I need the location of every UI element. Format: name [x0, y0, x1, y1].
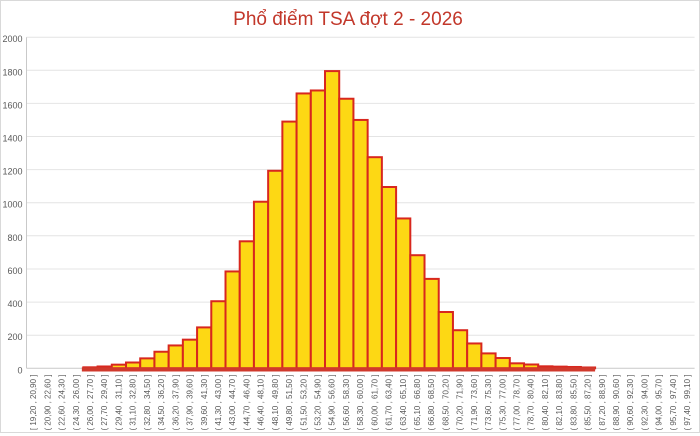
svg-text:( 34,50 , 36,20 ]: ( 34,50 , 36,20 ]: [157, 375, 166, 431]
svg-text:( 78,70 , 80,40 ]: ( 78,70 , 80,40 ]: [527, 375, 536, 431]
svg-text:600: 600: [7, 266, 22, 276]
svg-text:1600: 1600: [2, 100, 22, 110]
svg-text:( 85,50 , 87,20 ]: ( 85,50 , 87,20 ]: [584, 375, 593, 431]
svg-text:0: 0: [17, 365, 22, 375]
svg-text:( 22,60 , 24,30 ]: ( 22,60 , 24,30 ]: [58, 375, 67, 431]
svg-text:[ 19,20 , 20,90 ]: [ 19,20 , 20,90 ]: [29, 375, 38, 431]
svg-text:( 49,80 , 51,50 ]: ( 49,80 , 51,50 ]: [285, 375, 294, 431]
svg-text:( 66,80 , 68,50 ]: ( 66,80 , 68,50 ]: [427, 375, 436, 431]
svg-text:( 83,80 , 85,50 ]: ( 83,80 , 85,50 ]: [569, 375, 578, 431]
svg-text:( 61,70 , 63,40 ]: ( 61,70 , 63,40 ]: [385, 375, 394, 431]
svg-text:( 70,20 , 71,90 ]: ( 70,20 , 71,90 ]: [456, 375, 465, 431]
svg-text:( 65,10 , 66,80 ]: ( 65,10 , 66,80 ]: [413, 375, 422, 431]
svg-text:( 87,20 , 88,90 ]: ( 87,20 , 88,90 ]: [598, 375, 607, 431]
svg-text:( 32,80 , 34,50 ]: ( 32,80 , 34,50 ]: [143, 375, 152, 431]
svg-text:( 58,30 , 60,00 ]: ( 58,30 , 60,00 ]: [356, 375, 365, 431]
svg-text:( 36,20 , 37,90 ]: ( 36,20 , 37,90 ]: [171, 375, 180, 431]
svg-text:( 20,90 , 22,60 ]: ( 20,90 , 22,60 ]: [43, 375, 52, 431]
svg-text:( 90,60 , 92,30 ]: ( 90,60 , 92,30 ]: [626, 375, 635, 431]
svg-text:( 46,40 , 48,10 ]: ( 46,40 , 48,10 ]: [257, 375, 266, 431]
svg-text:( 77,00 , 78,70 ]: ( 77,00 , 78,70 ]: [512, 375, 521, 431]
svg-text:( 68,50 , 70,20 ]: ( 68,50 , 70,20 ]: [441, 375, 450, 431]
svg-text:1800: 1800: [2, 67, 22, 77]
svg-text:( 51,50 , 53,20 ]: ( 51,50 , 53,20 ]: [299, 375, 308, 431]
svg-text:( 37,90 , 39,60 ]: ( 37,90 , 39,60 ]: [186, 375, 195, 431]
svg-text:( 71,90 , 73,60 ]: ( 71,90 , 73,60 ]: [470, 375, 479, 431]
svg-text:( 29,40 , 31,10 ]: ( 29,40 , 31,10 ]: [114, 375, 123, 431]
svg-text:( 75,30 , 77,00 ]: ( 75,30 , 77,00 ]: [498, 375, 507, 431]
svg-text:( 27,70 , 29,40 ]: ( 27,70 , 29,40 ]: [100, 375, 109, 431]
svg-text:( 31,10 , 32,80 ]: ( 31,10 , 32,80 ]: [129, 375, 138, 431]
svg-text:2000: 2000: [2, 34, 22, 44]
svg-text:( 53,20 , 54,90 ]: ( 53,20 , 54,90 ]: [313, 375, 322, 431]
svg-text:1000: 1000: [2, 200, 22, 210]
svg-text:( 43,00 , 44,70 ]: ( 43,00 , 44,70 ]: [228, 375, 237, 431]
svg-text:( 54,90 , 56,60 ]: ( 54,90 , 56,60 ]: [328, 375, 337, 431]
svg-text:( 41,30 , 43,00 ]: ( 41,30 , 43,00 ]: [214, 375, 223, 431]
svg-text:( 82,10 , 83,80 ]: ( 82,10 , 83,80 ]: [555, 375, 564, 431]
svg-text:( 56,60 , 58,30 ]: ( 56,60 , 58,30 ]: [342, 375, 351, 431]
svg-text:( 95,70 , 97,40 ]: ( 95,70 , 97,40 ]: [669, 375, 678, 431]
svg-text:( 92,30 , 94,00 ]: ( 92,30 , 94,00 ]: [640, 375, 649, 431]
svg-text:( 94,00 , 95,70 ]: ( 94,00 , 95,70 ]: [655, 375, 664, 431]
svg-text:( 80,40 , 82,10 ]: ( 80,40 , 82,10 ]: [541, 375, 550, 431]
svg-text:( 39,60 , 41,30 ]: ( 39,60 , 41,30 ]: [200, 375, 209, 431]
svg-text:( 60,00 , 61,70 ]: ( 60,00 , 61,70 ]: [370, 375, 379, 431]
svg-text:( 48,10 , 49,80 ]: ( 48,10 , 49,80 ]: [271, 375, 280, 431]
svg-text:200: 200: [7, 332, 22, 342]
svg-text:400: 400: [7, 299, 22, 309]
svg-text:1200: 1200: [2, 167, 22, 177]
svg-text:Phổ điểm TSA đợt 2 - 2026: Phổ điểm TSA đợt 2 - 2026: [233, 9, 463, 30]
svg-text:( 97,40 , 99,10 ]: ( 97,40 , 99,10 ]: [683, 375, 692, 431]
svg-text:( 73,60 , 75,30 ]: ( 73,60 , 75,30 ]: [484, 375, 493, 431]
svg-text:( 44,70 , 46,40 ]: ( 44,70 , 46,40 ]: [242, 375, 251, 431]
svg-text:( 63,40 , 65,10 ]: ( 63,40 , 65,10 ]: [399, 375, 408, 431]
svg-text:( 88,90 , 90,60 ]: ( 88,90 , 90,60 ]: [612, 375, 621, 431]
svg-text:( 24,30 , 26,00 ]: ( 24,30 , 26,00 ]: [72, 375, 81, 431]
svg-text:1400: 1400: [2, 134, 22, 144]
svg-text:800: 800: [7, 233, 22, 243]
svg-text:( 26,00 , 27,70 ]: ( 26,00 , 27,70 ]: [86, 375, 95, 431]
